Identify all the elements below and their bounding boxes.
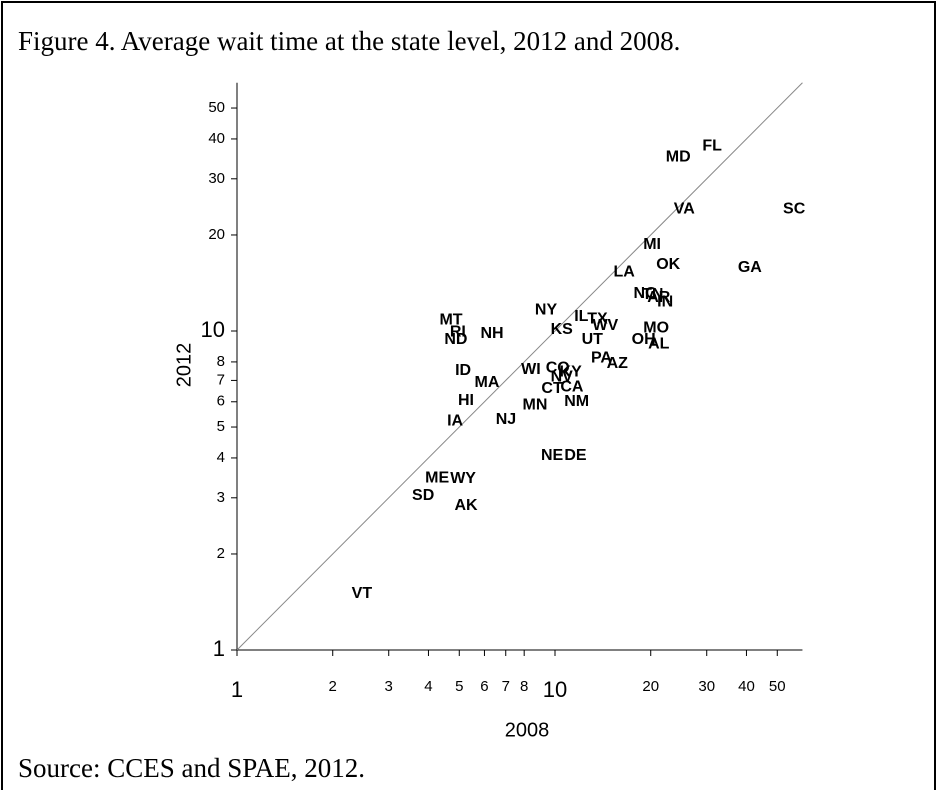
x-tick-label: 7: [502, 678, 510, 695]
x-tick-label: 20: [642, 678, 659, 695]
x-tick-label: 1: [231, 677, 243, 702]
state-point: MO: [643, 319, 669, 336]
state-point: AK: [454, 497, 478, 514]
state-point: HI: [458, 392, 474, 409]
state-point: WV: [592, 317, 618, 334]
state-point: FL: [702, 137, 722, 154]
state-point: LA: [613, 263, 635, 280]
state-point: AL: [648, 335, 670, 352]
x-tick-label: 6: [480, 678, 488, 695]
chart-title: Figure 4. Average wait time at the state…: [18, 26, 680, 56]
y-tick-label: 1: [213, 636, 225, 661]
state-point: CT: [541, 380, 563, 397]
x-tick-label: 4: [424, 678, 432, 695]
reference-line: [236, 82, 803, 651]
state-point: MD: [666, 148, 691, 165]
y-tick-label: 10: [201, 317, 225, 342]
state-point: WY: [450, 470, 476, 487]
state-point: OK: [656, 256, 680, 273]
state-point: AZ: [607, 355, 629, 372]
x-tick-label: 50: [769, 678, 786, 695]
state-point: MI: [643, 236, 661, 253]
state-point: ID: [455, 362, 471, 379]
y-tick-label: 50: [208, 99, 225, 116]
state-point: WI: [521, 361, 541, 378]
x-tick-label: 3: [385, 678, 393, 695]
state-point: UT: [582, 331, 604, 348]
state-point: TN: [642, 286, 663, 303]
state-point: SD: [412, 487, 434, 504]
state-point: NM: [564, 393, 589, 410]
state-point: VA: [674, 200, 695, 217]
state-point: OH: [632, 331, 656, 348]
state-point: NH: [481, 325, 504, 342]
y-tick-label: 30: [208, 170, 225, 187]
state-point: MN: [523, 396, 548, 413]
state-point: CA: [560, 378, 584, 395]
y-tick-label: 4: [217, 449, 225, 466]
state-point: NE: [541, 447, 564, 464]
state-point: GA: [738, 259, 762, 276]
x-tick-label: 8: [520, 678, 528, 695]
y-tick-label: 20: [208, 226, 225, 243]
y-axis-label: 2012: [173, 343, 195, 388]
state-point: MT: [439, 312, 462, 329]
x-tick-label: 5: [455, 678, 463, 695]
y-tick-label: 2: [217, 545, 225, 562]
x-tick-label: 2: [329, 678, 337, 695]
state-point: SC: [783, 200, 806, 217]
y-tick-label: 5: [217, 418, 225, 435]
state-point: MA: [475, 374, 500, 391]
state-point: CO: [546, 359, 570, 376]
y-tick-label: 8: [217, 353, 225, 370]
y-tick-label: 6: [217, 393, 225, 410]
state-point: VT: [352, 585, 373, 602]
state-point: PA: [591, 350, 612, 367]
x-tick-label: 40: [738, 678, 755, 695]
state-point: AR: [647, 289, 671, 306]
state-point: KS: [551, 321, 574, 338]
x-tick-label: 10: [543, 677, 567, 702]
x-tick-label: 30: [698, 678, 715, 695]
state-point: NJ: [496, 411, 516, 428]
state-point: IL: [574, 308, 588, 325]
state-point: IN: [657, 294, 673, 311]
state-point: ME: [425, 469, 449, 486]
state-point: RI: [450, 324, 466, 341]
state-point: NV: [551, 368, 574, 385]
x-axis-label: 2008: [505, 719, 550, 741]
state-point: IA: [447, 412, 463, 429]
state-point: KY: [560, 363, 583, 380]
y-tick-label: 3: [217, 489, 225, 506]
y-tick-label: 7: [217, 371, 225, 388]
state-point: ND: [444, 331, 467, 348]
state-point: DE: [564, 447, 587, 464]
state-point: TX: [587, 310, 608, 327]
state-point: NY: [535, 302, 558, 319]
source-note: Source: CCES and SPAE, 2012.: [18, 753, 365, 783]
state-point: NC: [634, 285, 658, 302]
y-tick-label: 40: [208, 130, 225, 147]
